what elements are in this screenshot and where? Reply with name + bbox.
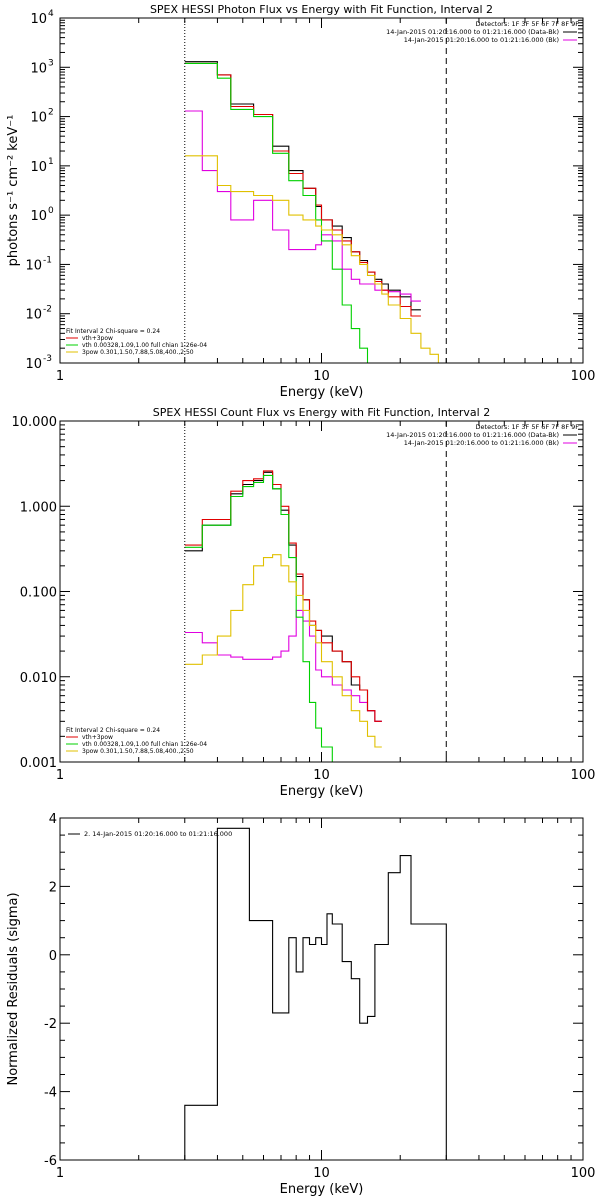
chart-title: SPEX HESSI Photon Flux vs Energy with Fi… [150,3,493,16]
x-tick-label: 1 [56,1166,64,1181]
x-tick-label: 100 [571,1166,596,1181]
count-flux-chart: SPEX HESSI Count Flux vs Energy with Fit… [12,406,596,799]
y-tick-label: 10 [30,160,47,175]
y-tick-exponent: -3 [43,354,52,364]
y-tick-label: 10 [25,258,42,273]
residuals-chart: 1 10 100 Energy (keV) -6 -4 -2 0 2 4 Normalized Re… [6,812,595,1197]
legend-top-right: Detectors: 1F 3F 5F 6F 7F 8F 9F14-Jan-20… [386,423,579,447]
legend-entry: 14-Jan-2015 01:20:16.000 to 01:21:16.000… [386,431,559,439]
x-axis-label: Energy (keV) [280,784,364,799]
chart-title: SPEX HESSI Count Flux vs Energy with Fit… [153,406,490,419]
legend-entry: Fit Interval 2 Chi-square = 0.24 [66,727,160,734]
y-tick-label: 10 [30,12,47,27]
legend-entry: 14-Jan-2015 01:20:16.000 to 01:21:16.000… [386,28,559,36]
y-tick-label: 10 [25,357,42,372]
y-tick-label: -6 [44,1154,57,1169]
y-tick-label: 0.100 [20,586,57,601]
legend-entry: 14-Jan-2015 01:20:16.000 to 01:21:16.000… [404,439,559,447]
series-group [184,827,447,1160]
series-data-bk [184,471,382,722]
series-vth [184,62,421,363]
series-3pow [184,155,458,363]
plot-frame [59,420,584,763]
legend-entry: 2. 14-Jan-2015 01:20:16.000 to 01:21:16.… [84,830,232,838]
x-tick-label: 100 [571,369,596,384]
x-tick-label: 100 [571,768,596,783]
legend-entry: vth+3pow [82,734,113,741]
series-vth [184,474,343,762]
series-group [184,61,458,363]
y-axis-label: Normalized Residuals (sigma) [6,892,21,1085]
y-tick-exponent: -1 [43,255,52,265]
legend-entry: vth+3pow [82,335,113,342]
series-vth-3pow [184,470,382,722]
y-tick-label: 4 [49,812,57,827]
x-tick-label: 10 [313,768,330,783]
x-tick-label: 10 [313,1166,330,1181]
y-tick-exponent: 2 [48,108,54,118]
legend-bottom-left: Fit Interval 2 Chi-square = 0.24vth+3pow… [66,727,207,755]
y-tick-label: 10.000 [12,415,58,430]
y-tick-label: 2 [49,880,57,895]
y-tick-label: 10 [30,209,47,224]
series-3pow [184,554,382,748]
legend-entry: vth 0.00328,1.09,1.00 full chian 1.26e-0… [82,342,207,349]
series-2 [184,827,447,1160]
x-tick-label: 1 [56,768,64,783]
legend-entry: vth 0.00328,1.09,1.00 full chian 1.26e-0… [82,741,207,748]
y-tick-label: 10 [30,111,47,126]
legend-entry: 3pow 0.301,1.50,7.88,5.08,400.,2.50 [82,349,194,356]
y-tick-label: -2 [44,1017,57,1032]
series-group [184,470,382,762]
y-tick-label: 0 [49,949,57,964]
y-tick-exponent: -2 [43,305,52,315]
x-tick-label: 1 [56,369,64,384]
legend-entry: Fit Interval 2 Chi-square = 0.24 [66,328,160,335]
legend-entry: 3pow 0.301,1.50,7.88,5.08,400.,2.50 [82,748,194,755]
x-tick-label: 10 [313,369,330,384]
y-tick-label: 0.001 [20,756,57,771]
series-bk [184,110,421,302]
y-tick-label: 1.000 [20,500,57,515]
y-tick-exponent: 4 [48,9,54,19]
y-tick-label: 0.010 [20,671,57,686]
x-axis-label: Energy (keV) [280,1182,364,1197]
y-tick-exponent: 3 [48,58,54,68]
photon-flux-chart: SPEX HESSI Photon Flux vs Energy with Fi… [6,3,595,400]
legend-top-right: Detectors: 1F 3F 5F 6F 7F 8F 9F14-Jan-20… [386,20,579,44]
y-tick-label: -4 [44,1086,57,1101]
legend-entry: Detectors: 1F 3F 5F 6F 7F 8F 9F [476,423,580,431]
y-tick-exponent: 0 [48,206,54,216]
y-tick-exponent: 1 [48,157,54,167]
series-bk [184,609,382,722]
x-axis-label: Energy (keV) [280,385,364,400]
legend-bottom-left: Fit Interval 2 Chi-square = 0.24vth+3pow… [66,328,207,356]
y-tick-label: 10 [30,61,47,76]
y-tick-label: 10 [25,308,42,323]
legend-entry: Detectors: 1F 3F 5F 6F 7F 8F 9F [476,20,580,28]
legend-entry: 14-Jan-2015 01:20:16.000 to 01:21:16.000… [404,36,559,44]
plot-frame [59,817,584,1161]
legend-top-left: 2. 14-Jan-2015 01:20:16.000 to 01:21:16.… [68,830,232,838]
plot-frame [59,17,584,364]
y-axis-label: photons s⁻¹ cm⁻² keV⁻¹ [6,115,21,267]
